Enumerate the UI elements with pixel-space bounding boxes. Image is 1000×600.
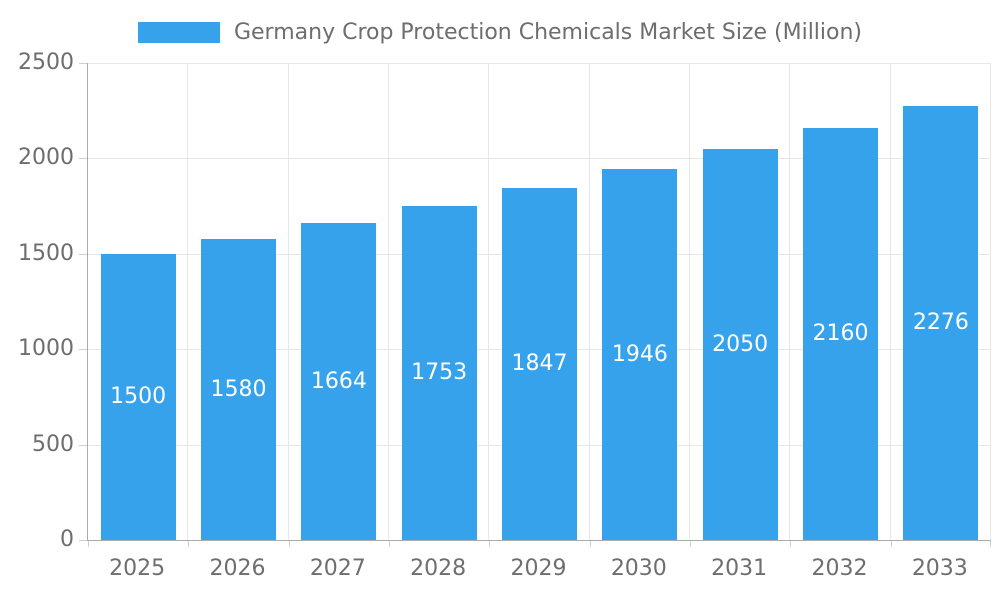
gridline-v bbox=[488, 63, 490, 540]
bar-2031[interactable]: 2050 bbox=[702, 148, 778, 540]
x-tick-mark bbox=[188, 541, 190, 547]
gridline-v bbox=[789, 63, 791, 540]
gridline-v bbox=[187, 63, 189, 540]
y-tick-mark bbox=[79, 63, 87, 64]
bar-value-label: 1753 bbox=[411, 360, 468, 386]
bar-2028[interactable]: 1753 bbox=[401, 205, 477, 540]
bar-2027[interactable]: 1664 bbox=[301, 222, 377, 540]
x-tick-mark bbox=[890, 541, 892, 547]
bar-value-label: 1500 bbox=[110, 384, 167, 410]
bar-2025[interactable]: 1500 bbox=[100, 253, 176, 540]
x-tick-label: 2028 bbox=[410, 556, 467, 581]
x-tick-label: 2026 bbox=[209, 556, 266, 581]
bar-2030[interactable]: 1946 bbox=[602, 168, 678, 540]
bar-value-label: 2276 bbox=[912, 310, 969, 336]
x-tick-label: 2031 bbox=[711, 556, 768, 581]
x-tick-mark bbox=[389, 541, 390, 547]
y-tick-label: 2000 bbox=[18, 145, 74, 171]
legend-label: Germany Crop Protection Chemicals Market… bbox=[233, 20, 863, 45]
bar-value-label: 1847 bbox=[511, 351, 568, 377]
bar-2029[interactable]: 1847 bbox=[502, 187, 577, 540]
gridline-v bbox=[388, 63, 389, 540]
x-tick-label: 2032 bbox=[811, 556, 868, 581]
y-tick-label: 2500 bbox=[18, 50, 74, 75]
x-tick-label: 2033 bbox=[911, 556, 968, 581]
y-tick-label: 1500 bbox=[18, 240, 74, 266]
y-tick-mark bbox=[79, 540, 87, 541]
x-tick-label: 2030 bbox=[610, 556, 667, 581]
x-tick-mark bbox=[589, 541, 591, 547]
gridline-v bbox=[889, 63, 891, 540]
gridline-h bbox=[88, 63, 991, 64]
y-tick-mark bbox=[79, 349, 87, 351]
gridline-v bbox=[287, 63, 289, 540]
x-tick-mark bbox=[288, 541, 290, 547]
x-tick-mark bbox=[489, 541, 491, 547]
y-tick-mark bbox=[79, 444, 87, 446]
bar-value-label: 1946 bbox=[611, 341, 668, 367]
x-tick-label: 2025 bbox=[109, 556, 166, 581]
y-tick-label: 0 bbox=[60, 527, 74, 552]
y-tick-mark bbox=[79, 158, 87, 160]
gridline-v bbox=[990, 63, 991, 540]
x-tick-mark bbox=[990, 541, 991, 547]
bar-value-label: 2050 bbox=[712, 331, 769, 357]
x-tick-mark bbox=[790, 541, 792, 547]
bar-2026[interactable]: 1580 bbox=[201, 238, 276, 540]
bar-2033[interactable]: 2276 bbox=[903, 105, 979, 540]
gridline-v bbox=[689, 63, 690, 540]
x-tick-label: 2029 bbox=[510, 556, 567, 581]
y-tick-label: 1000 bbox=[18, 336, 74, 362]
legend-swatch bbox=[137, 22, 220, 43]
plot-area: 1500 1580 1664 1753 1847 1946 2050 2160 2276 bbox=[79, 63, 991, 547]
gridline-v bbox=[588, 63, 590, 540]
bar-value-label: 1580 bbox=[210, 376, 267, 402]
y-tick-label: 500 bbox=[32, 431, 74, 457]
gridline-h bbox=[88, 158, 991, 160]
bar-value-label: 1664 bbox=[310, 368, 367, 394]
bar-2032[interactable]: 2160 bbox=[803, 127, 878, 540]
bar-value-label: 2160 bbox=[812, 321, 869, 347]
x-tick-mark bbox=[88, 541, 89, 547]
legend[interactable]: Germany Crop Protection Chemicals Market… bbox=[0, 20, 1000, 45]
x-tick-label: 2027 bbox=[309, 556, 366, 581]
y-tick-mark bbox=[79, 253, 87, 255]
x-tick-mark bbox=[690, 541, 691, 547]
